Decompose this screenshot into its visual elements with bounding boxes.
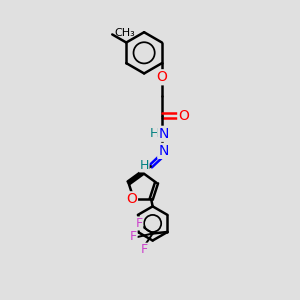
- Text: F: F: [136, 217, 143, 230]
- Text: F: F: [130, 230, 137, 244]
- Text: H: H: [140, 159, 149, 172]
- Text: H: H: [150, 127, 159, 140]
- Text: O: O: [126, 192, 137, 206]
- Text: N: N: [158, 127, 169, 141]
- Text: N: N: [158, 144, 169, 158]
- Text: F: F: [141, 243, 148, 256]
- Text: CH₃: CH₃: [115, 28, 135, 38]
- Text: O: O: [157, 70, 167, 84]
- Text: O: O: [178, 109, 189, 122]
